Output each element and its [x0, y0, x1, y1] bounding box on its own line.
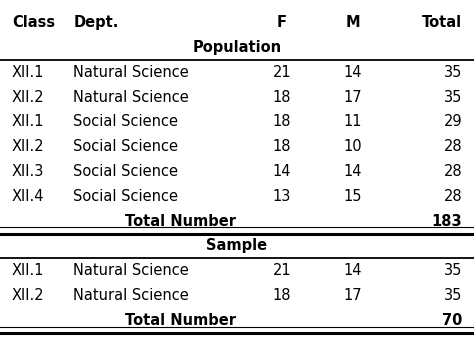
Text: F: F: [277, 15, 287, 30]
Text: XII.4: XII.4: [12, 189, 45, 204]
Text: Dept.: Dept.: [73, 15, 119, 30]
Text: XII.3: XII.3: [12, 164, 44, 179]
Text: 21: 21: [273, 263, 292, 278]
Text: 28: 28: [444, 164, 462, 179]
Text: 14: 14: [344, 65, 363, 80]
Text: 17: 17: [344, 288, 363, 303]
Text: Sample: Sample: [207, 238, 267, 254]
Text: 10: 10: [344, 139, 363, 154]
Text: XII.2: XII.2: [12, 89, 45, 105]
Text: 70: 70: [442, 313, 462, 328]
Text: 14: 14: [273, 164, 292, 179]
Text: 28: 28: [444, 139, 462, 154]
Text: Social Science: Social Science: [73, 189, 179, 204]
Text: Social Science: Social Science: [73, 114, 179, 130]
Text: 18: 18: [273, 139, 292, 154]
Text: 183: 183: [431, 214, 462, 229]
Text: 35: 35: [444, 89, 462, 105]
Text: 15: 15: [344, 189, 363, 204]
Text: Social Science: Social Science: [73, 164, 179, 179]
Text: XII.2: XII.2: [12, 139, 45, 154]
Text: 35: 35: [444, 65, 462, 80]
Text: 18: 18: [273, 288, 292, 303]
Text: Natural Science: Natural Science: [73, 65, 189, 80]
Text: 17: 17: [344, 89, 363, 105]
Text: 13: 13: [273, 189, 291, 204]
Text: Natural Science: Natural Science: [73, 89, 189, 105]
Text: Population: Population: [192, 40, 282, 55]
Text: Total: Total: [422, 15, 462, 30]
Text: Natural Science: Natural Science: [73, 288, 189, 303]
Text: M: M: [346, 15, 360, 30]
Text: 29: 29: [444, 114, 462, 130]
Text: 35: 35: [444, 288, 462, 303]
Text: 14: 14: [344, 164, 363, 179]
Text: Natural Science: Natural Science: [73, 263, 189, 278]
Text: Total Number: Total Number: [125, 214, 236, 229]
Text: 18: 18: [273, 89, 292, 105]
Text: XII.1: XII.1: [12, 65, 45, 80]
Text: XII.2: XII.2: [12, 288, 45, 303]
Text: XII.1: XII.1: [12, 114, 45, 130]
Text: 28: 28: [444, 189, 462, 204]
Text: Total Number: Total Number: [125, 313, 236, 328]
Text: 14: 14: [344, 263, 363, 278]
Text: Class: Class: [12, 15, 55, 30]
Text: 11: 11: [344, 114, 363, 130]
Text: 21: 21: [273, 65, 292, 80]
Text: 35: 35: [444, 263, 462, 278]
Text: 18: 18: [273, 114, 292, 130]
Text: Social Science: Social Science: [73, 139, 179, 154]
Text: XII.1: XII.1: [12, 263, 45, 278]
